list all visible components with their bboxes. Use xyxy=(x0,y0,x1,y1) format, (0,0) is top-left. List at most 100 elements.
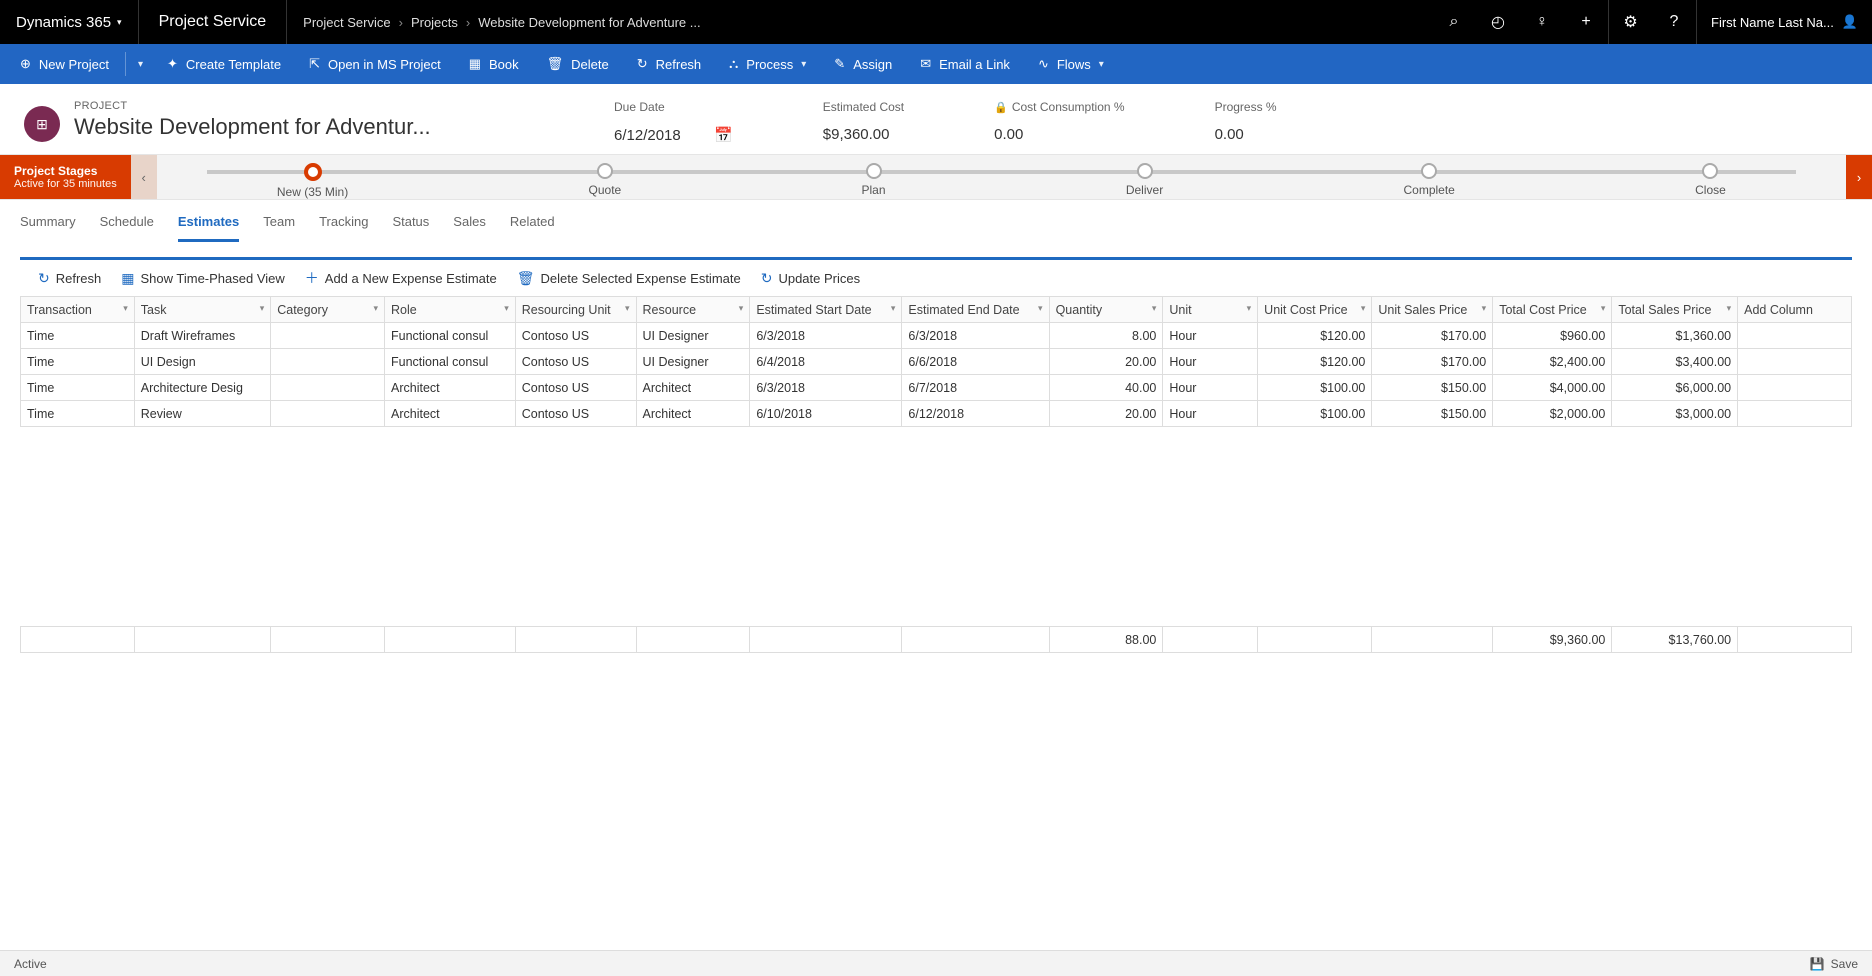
table-cell[interactable] xyxy=(1738,349,1852,375)
tab-related[interactable]: Related xyxy=(510,214,555,242)
table-cell[interactable]: Architect xyxy=(385,401,516,427)
table-cell[interactable]: $4,000.00 xyxy=(1493,375,1612,401)
table-cell[interactable]: Architecture Desig xyxy=(134,375,270,401)
table-cell[interactable] xyxy=(271,349,385,375)
table-cell[interactable]: 6/3/2018 xyxy=(750,323,902,349)
tab-status[interactable]: Status xyxy=(392,214,429,242)
table-cell[interactable]: 20.00 xyxy=(1049,401,1163,427)
table-cell[interactable]: $6,000.00 xyxy=(1612,375,1738,401)
table-cell[interactable]: 6/3/2018 xyxy=(902,323,1049,349)
table-cell[interactable] xyxy=(271,375,385,401)
col-header[interactable]: Resourcing Unit▾ xyxy=(515,297,636,323)
col-header[interactable]: Estimated Start Date▾ xyxy=(750,297,902,323)
table-cell[interactable]: Functional consul xyxy=(385,349,516,375)
table-row[interactable]: TimeArchitecture Desig ArchitectContoso U… xyxy=(21,375,1852,401)
estimates-table[interactable]: Transaction▾Task▾Category▾Role▾Resourcin… xyxy=(20,296,1852,653)
add-icon[interactable]: + xyxy=(1564,0,1608,44)
table-cell[interactable]: Time xyxy=(21,401,135,427)
table-cell[interactable]: Hour xyxy=(1163,375,1258,401)
table-cell[interactable]: Contoso US xyxy=(515,375,636,401)
table-cell[interactable]: Hour xyxy=(1163,323,1258,349)
col-header[interactable]: Role▾ xyxy=(385,297,516,323)
tab-sales[interactable]: Sales xyxy=(453,214,486,242)
table-cell[interactable]: Review xyxy=(134,401,270,427)
gear-icon[interactable]: ⚙ xyxy=(1608,0,1652,44)
task-icon[interactable]: ◴ xyxy=(1476,0,1520,44)
table-cell[interactable]: Time xyxy=(21,349,135,375)
table-cell[interactable]: Contoso US xyxy=(515,323,636,349)
table-cell[interactable]: UI Design xyxy=(134,349,270,375)
table-cell[interactable]: Architect xyxy=(385,375,516,401)
delete-expense-button[interactable]: 🗑Delete Selected Expense Estimate xyxy=(517,270,741,287)
assign-button[interactable]: ✎Assign xyxy=(822,44,904,84)
col-header[interactable]: Unit▾ xyxy=(1163,297,1258,323)
table-cell[interactable]: 6/4/2018 xyxy=(750,349,902,375)
calendar-icon[interactable]: 📅 xyxy=(714,127,733,144)
stage-prev-button[interactable]: ‹ xyxy=(131,155,157,199)
user-menu[interactable]: First Name Last Na... 👤 xyxy=(1696,0,1872,44)
col-header[interactable]: Estimated End Date▾ xyxy=(902,297,1049,323)
stage-node[interactable]: Close xyxy=(1695,163,1726,197)
new-project-button[interactable]: ⊕New Project xyxy=(8,44,121,84)
table-cell[interactable]: Architect xyxy=(636,375,750,401)
stage-node[interactable]: Quote xyxy=(589,163,622,197)
time-phased-button[interactable]: ▦Show Time-Phased View xyxy=(121,270,285,287)
table-cell[interactable]: Hour xyxy=(1163,349,1258,375)
breadcrumb-item[interactable]: Project Service xyxy=(303,15,390,30)
col-header[interactable]: Resource▾ xyxy=(636,297,750,323)
table-cell[interactable]: $150.00 xyxy=(1372,401,1493,427)
table-cell[interactable]: 6/3/2018 xyxy=(750,375,902,401)
col-header[interactable]: Transaction▾ xyxy=(21,297,135,323)
module-label[interactable]: Project Service xyxy=(139,0,288,44)
breadcrumb-item[interactable]: Website Development for Adventure ... xyxy=(478,15,700,30)
table-cell[interactable] xyxy=(1738,401,1852,427)
tab-team[interactable]: Team xyxy=(263,214,295,242)
col-header[interactable]: Task▾ xyxy=(134,297,270,323)
process-button[interactable]: ⛬Process▾ xyxy=(717,44,818,84)
flows-button[interactable]: ∿Flows▾ xyxy=(1026,44,1116,84)
stage-node[interactable]: Plan xyxy=(862,163,886,197)
open-ms-project-button[interactable]: ⇱Open in MS Project xyxy=(297,44,453,84)
new-dropdown[interactable]: ▾ xyxy=(130,44,151,84)
tab-tracking[interactable]: Tracking xyxy=(319,214,368,242)
table-cell[interactable]: $120.00 xyxy=(1258,349,1372,375)
delete-button[interactable]: 🗑Delete xyxy=(535,44,621,84)
table-cell[interactable]: $170.00 xyxy=(1372,323,1493,349)
table-cell[interactable] xyxy=(271,401,385,427)
col-header[interactable]: Total Sales Price▾ xyxy=(1612,297,1738,323)
email-link-button[interactable]: ✉Email a Link xyxy=(908,44,1022,84)
stage-node[interactable]: Deliver xyxy=(1126,163,1163,197)
table-cell[interactable]: Contoso US xyxy=(515,401,636,427)
table-cell[interactable] xyxy=(1738,323,1852,349)
table-cell[interactable]: 6/10/2018 xyxy=(750,401,902,427)
stage-node[interactable]: Complete xyxy=(1403,163,1454,197)
stage-next-button[interactable]: › xyxy=(1846,155,1872,199)
tab-summary[interactable]: Summary xyxy=(20,214,76,242)
table-row[interactable]: TimeDraft WireframesFunctional consulCon… xyxy=(21,323,1852,349)
lightbulb-icon[interactable]: ♀ xyxy=(1520,0,1564,44)
table-cell[interactable]: Time xyxy=(21,323,135,349)
table-cell[interactable]: Time xyxy=(21,375,135,401)
table-cell[interactable]: UI Designer xyxy=(636,349,750,375)
table-row[interactable]: TimeUI Design Functional consulContoso US… xyxy=(21,349,1852,375)
update-prices-button[interactable]: ↻Update Prices xyxy=(761,270,860,287)
table-cell[interactable]: Contoso US xyxy=(515,349,636,375)
grid-refresh-button[interactable]: ↻Refresh xyxy=(38,270,101,287)
tab-estimates[interactable]: Estimates xyxy=(178,214,239,242)
add-expense-button[interactable]: ＋Add a New Expense Estimate xyxy=(305,268,497,288)
brand-menu[interactable]: Dynamics 365 ▾ xyxy=(0,0,139,44)
table-cell[interactable] xyxy=(1738,375,1852,401)
table-cell[interactable]: $2,400.00 xyxy=(1493,349,1612,375)
table-cell[interactable]: Architect xyxy=(636,401,750,427)
table-cell[interactable]: $120.00 xyxy=(1258,323,1372,349)
table-cell[interactable]: $960.00 xyxy=(1493,323,1612,349)
table-cell[interactable]: Draft Wireframes xyxy=(134,323,270,349)
refresh-button[interactable]: ↻Refresh xyxy=(625,44,713,84)
table-cell[interactable]: 40.00 xyxy=(1049,375,1163,401)
breadcrumb-item[interactable]: Projects xyxy=(411,15,458,30)
help-icon[interactable]: ? xyxy=(1652,0,1696,44)
col-header[interactable]: Total Cost Price▾ xyxy=(1493,297,1612,323)
table-cell[interactable]: $2,000.00 xyxy=(1493,401,1612,427)
table-cell[interactable]: 8.00 xyxy=(1049,323,1163,349)
col-header[interactable]: Add Column xyxy=(1738,297,1852,323)
